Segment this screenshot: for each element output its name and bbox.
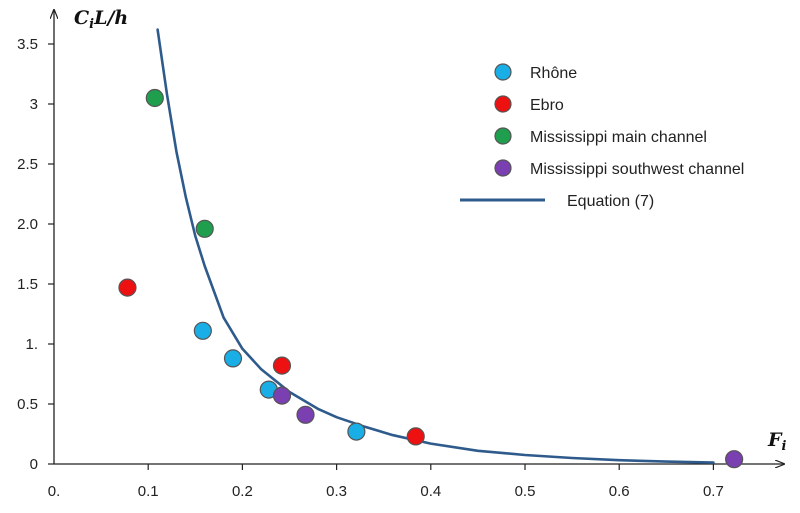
y-axis-label: CiL/h	[74, 7, 128, 32]
point-rhone	[347, 422, 366, 441]
x-tick-label: 0.7	[703, 483, 724, 500]
legend: Rhône Ebro Mississippi main channel Miss…	[460, 63, 744, 210]
y-tick-label: 0	[30, 456, 38, 473]
point-mississippi-southwest-channel	[272, 386, 292, 405]
y-tick-label: 2.0	[17, 216, 38, 233]
point-ebro	[406, 427, 425, 446]
points-layer	[118, 88, 744, 469]
x-tick-label: 0.	[48, 483, 61, 500]
y-axis-label-rest: L/h	[93, 7, 128, 29]
legend-marker-ebro	[494, 95, 512, 113]
y-tick-label: 3.5	[17, 36, 38, 53]
legend-label-rhone: Rhône	[530, 65, 577, 82]
legend-label-equation: Equation (7)	[567, 193, 654, 210]
y-tick-label: 3	[30, 96, 38, 113]
x-tick-label: 0.4	[420, 483, 441, 500]
legend-label-mississippi-southwest: Mississippi southwest channel	[530, 161, 744, 178]
point-mississippi-southwest-channel	[296, 405, 315, 424]
legend-label-ebro: Ebro	[530, 97, 564, 114]
legend-marker-mississippi-main	[494, 127, 512, 145]
curve-layer	[156, 28, 715, 464]
y-axis-label-sub: i	[89, 17, 94, 32]
legend-marker-rhone	[494, 63, 512, 81]
x-tick-label: 0.6	[609, 483, 630, 500]
legend-label-mississippi-main: Mississippi main channel	[530, 129, 707, 146]
point-ebro	[272, 356, 292, 375]
point-rhone	[223, 349, 243, 368]
x-tick-label: 0.2	[232, 483, 253, 500]
y-tick-label: 1.	[25, 336, 38, 353]
x-tick-label: 0.1	[138, 483, 159, 500]
point-mississippi-main-channel	[195, 219, 214, 238]
equation-curve	[156, 28, 715, 464]
x-tick-label: 0.3	[326, 483, 347, 500]
point-mississippi-southwest-channel	[725, 450, 744, 469]
x-tick-label: 0.5	[515, 483, 536, 500]
point-ebro	[118, 278, 137, 297]
x-axis-label: Fi	[767, 429, 787, 454]
x-axis-label-main: F	[767, 429, 783, 451]
x-axis-label-sub: i	[782, 439, 787, 454]
y-tick-label: 0.5	[17, 396, 38, 413]
y-ticks: 0 0.5 1. 1.5 2.0 2.5 3 3.5	[17, 36, 54, 473]
point-rhone	[193, 321, 212, 340]
point-mississippi-main-channel	[145, 88, 164, 108]
y-tick-label: 1.5	[17, 276, 38, 293]
legend-marker-mississippi-southwest	[494, 159, 512, 177]
y-tick-label: 2.5	[17, 156, 38, 173]
x-ticks: 0. 0.1 0.2 0.3 0.4 0.5 0.6 0.7	[48, 464, 724, 500]
y-axis-label-main: C	[74, 7, 89, 29]
